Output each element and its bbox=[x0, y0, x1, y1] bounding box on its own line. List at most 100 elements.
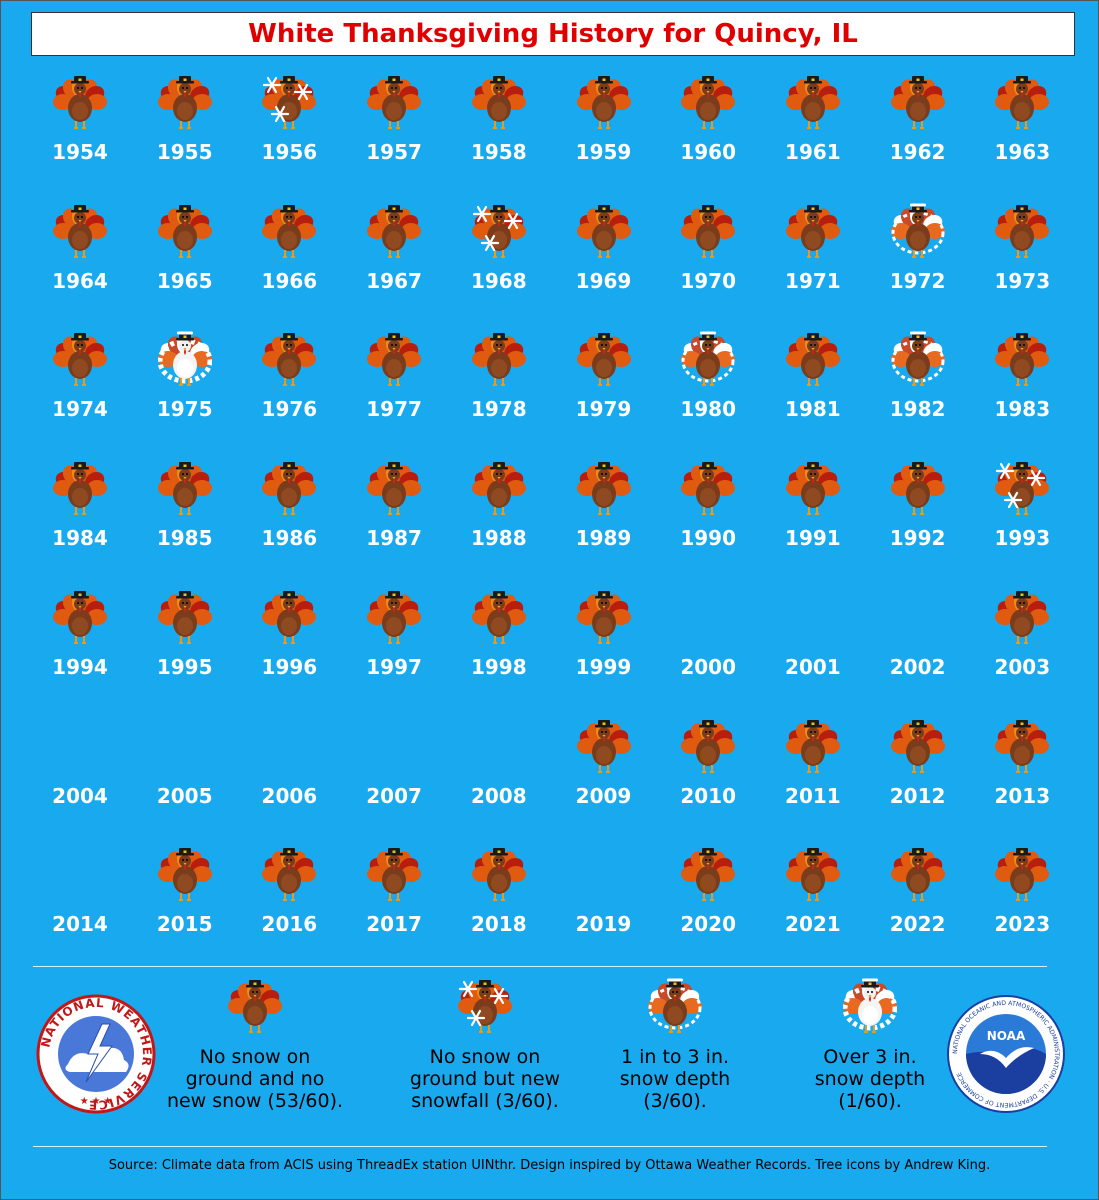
year-cell-1985: 1985 bbox=[135, 460, 235, 580]
legend-label-line: snowfall (3/60). bbox=[411, 1090, 559, 1112]
year-cell-1981: 1981 bbox=[763, 331, 863, 451]
year-cell-1956: 1956 bbox=[239, 74, 339, 194]
year-cell-2013: 2013 bbox=[972, 718, 1072, 838]
legend-label-line: Over 3 in. bbox=[823, 1046, 917, 1068]
year-label: 1980 bbox=[680, 397, 737, 422]
year-cell-1988: 1988 bbox=[449, 460, 549, 580]
noaa-logo-text: NOAA bbox=[987, 1029, 1026, 1043]
year-label: 1961 bbox=[785, 140, 841, 164]
year-label: 1995 bbox=[156, 654, 213, 679]
year-label: 1955 bbox=[156, 140, 213, 164]
year-cell-1960: 1960 bbox=[658, 74, 758, 194]
year-label: 1985 bbox=[156, 526, 213, 551]
year-label: 2003 bbox=[994, 654, 1051, 679]
legend-item-none: No snow on ground and no new snow (53/60). bbox=[150, 978, 360, 1112]
year-cell-1974: 1974 bbox=[30, 331, 130, 451]
year-label: 1987 bbox=[366, 526, 422, 551]
year-cell-1962: 1962 bbox=[868, 74, 968, 194]
year-cell-2011: 2011 bbox=[763, 718, 863, 838]
year-label: 2005 bbox=[156, 783, 213, 808]
legend-item-depth-over-3: Over 3 in. snow depth (1/60). bbox=[790, 978, 950, 1112]
year-label: 2014 bbox=[52, 912, 108, 937]
year-cell-1990: 1990 bbox=[658, 460, 758, 580]
year-cell-1982: 1982 bbox=[868, 331, 968, 451]
legend-label-line: snow depth bbox=[619, 1068, 731, 1090]
year-cell-1999: 1999 bbox=[554, 589, 654, 709]
year-cell-1997: 1997 bbox=[344, 589, 444, 709]
year-cell-2012: 2012 bbox=[868, 718, 968, 838]
year-label: 1969 bbox=[575, 268, 632, 293]
year-label: 2013 bbox=[994, 783, 1051, 808]
year-label: 2016 bbox=[261, 912, 318, 937]
legend-label-line: new snow (53/60). bbox=[166, 1090, 344, 1112]
year-label: 1963 bbox=[994, 140, 1051, 164]
year-label: 1968 bbox=[470, 268, 527, 293]
year-label: 1981 bbox=[785, 397, 841, 422]
year-cell-1976: 1976 bbox=[239, 331, 339, 451]
year-cell-1995: 1995 bbox=[135, 589, 235, 709]
year-label: 1972 bbox=[889, 268, 946, 293]
year-cell-2018: 2018 bbox=[449, 846, 549, 966]
svg-text:★ ★ ★: ★ ★ ★ bbox=[80, 1096, 112, 1107]
year-cell-1983: 1983 bbox=[972, 331, 1072, 451]
year-cell-2020: 2020 bbox=[658, 846, 758, 966]
year-cell-1978: 1978 bbox=[449, 331, 549, 451]
year-label: 1977 bbox=[366, 397, 422, 422]
year-cell-1979: 1979 bbox=[554, 331, 654, 451]
year-cell-1963: 1963 bbox=[972, 74, 1072, 194]
year-cell-2021: 2021 bbox=[763, 846, 863, 966]
year-label: 2009 bbox=[575, 783, 632, 808]
year-cell-2015: 2015 bbox=[135, 846, 235, 966]
year-label: 2017 bbox=[366, 912, 422, 937]
year-label: 1979 bbox=[575, 397, 632, 422]
year-cell-2016: 2016 bbox=[239, 846, 339, 966]
year-label: 1970 bbox=[680, 268, 737, 293]
year-cell-1972: 1972 bbox=[868, 203, 968, 323]
year-label: 2019 bbox=[575, 912, 632, 937]
year-cell-1957: 1957 bbox=[344, 74, 444, 194]
year-cell-1967: 1967 bbox=[344, 203, 444, 323]
year-cell-1966: 1966 bbox=[239, 203, 339, 323]
year-label: 1994 bbox=[52, 654, 108, 679]
year-cell-1993: 1993 bbox=[972, 460, 1072, 580]
year-label: 1973 bbox=[994, 268, 1051, 293]
year-label: 2015 bbox=[156, 912, 213, 937]
year-cell-1954: 1954 bbox=[30, 74, 130, 194]
year-label: 2020 bbox=[680, 912, 737, 937]
legend-label-line: ground and no bbox=[185, 1068, 325, 1090]
year-label: 1996 bbox=[261, 654, 318, 679]
nws-logo: NATIONAL WEATHER SERVICE ★ ★ ★ bbox=[36, 994, 156, 1114]
year-label: 2002 bbox=[889, 654, 946, 679]
year-label: 1991 bbox=[785, 526, 841, 551]
year-label: 2011 bbox=[785, 783, 841, 808]
legend-turkey-icon bbox=[390, 978, 580, 1038]
year-label: 1989 bbox=[575, 526, 632, 551]
year-cell-1961: 1961 bbox=[763, 74, 863, 194]
year-label: 1978 bbox=[470, 397, 527, 422]
legend-label: No snow on ground and no new snow (53/60). bbox=[150, 1046, 360, 1112]
legend-label-line: ground but new bbox=[409, 1068, 561, 1090]
noaa-logo: NOAA NATIONAL OCEANIC AND ATMOSPHERIC AD… bbox=[947, 995, 1065, 1113]
year-label: 1971 bbox=[785, 268, 841, 293]
legend-turkey-icon bbox=[150, 978, 360, 1038]
year-cell-1969: 1969 bbox=[554, 203, 654, 323]
year-label: 2008 bbox=[470, 783, 527, 808]
year-cell-1971: 1971 bbox=[763, 203, 863, 323]
legend-item-new-snow: No snow on ground but new snowfall (3/60). bbox=[390, 978, 580, 1112]
year-cell-1955: 1955 bbox=[135, 74, 235, 194]
year-cell-1975: 1975 bbox=[135, 331, 235, 451]
year-cell-1965: 1965 bbox=[135, 203, 235, 323]
year-cell-1977: 1977 bbox=[344, 331, 444, 451]
year-label: 1956 bbox=[261, 140, 318, 164]
year-cell-2004: 2004 bbox=[30, 718, 130, 838]
title-box: White Thanksgiving History for Quincy, I… bbox=[31, 12, 1075, 56]
year-cell-2009: 2009 bbox=[554, 718, 654, 838]
year-label: 2001 bbox=[785, 654, 841, 679]
legend-label: Over 3 in. snow depth (1/60). bbox=[790, 1046, 950, 1112]
year-grid: 1954 1955 1956 1957 1958 1959 1960 1961 1962 1963… bbox=[30, 74, 1072, 937]
year-cell-2007: 2007 bbox=[344, 718, 444, 838]
year-cell-2001: 2001 bbox=[763, 589, 863, 709]
year-label: 2010 bbox=[680, 783, 737, 808]
divider-bottom bbox=[33, 1146, 1047, 1147]
year-cell-2003: 2003 bbox=[972, 589, 1072, 709]
